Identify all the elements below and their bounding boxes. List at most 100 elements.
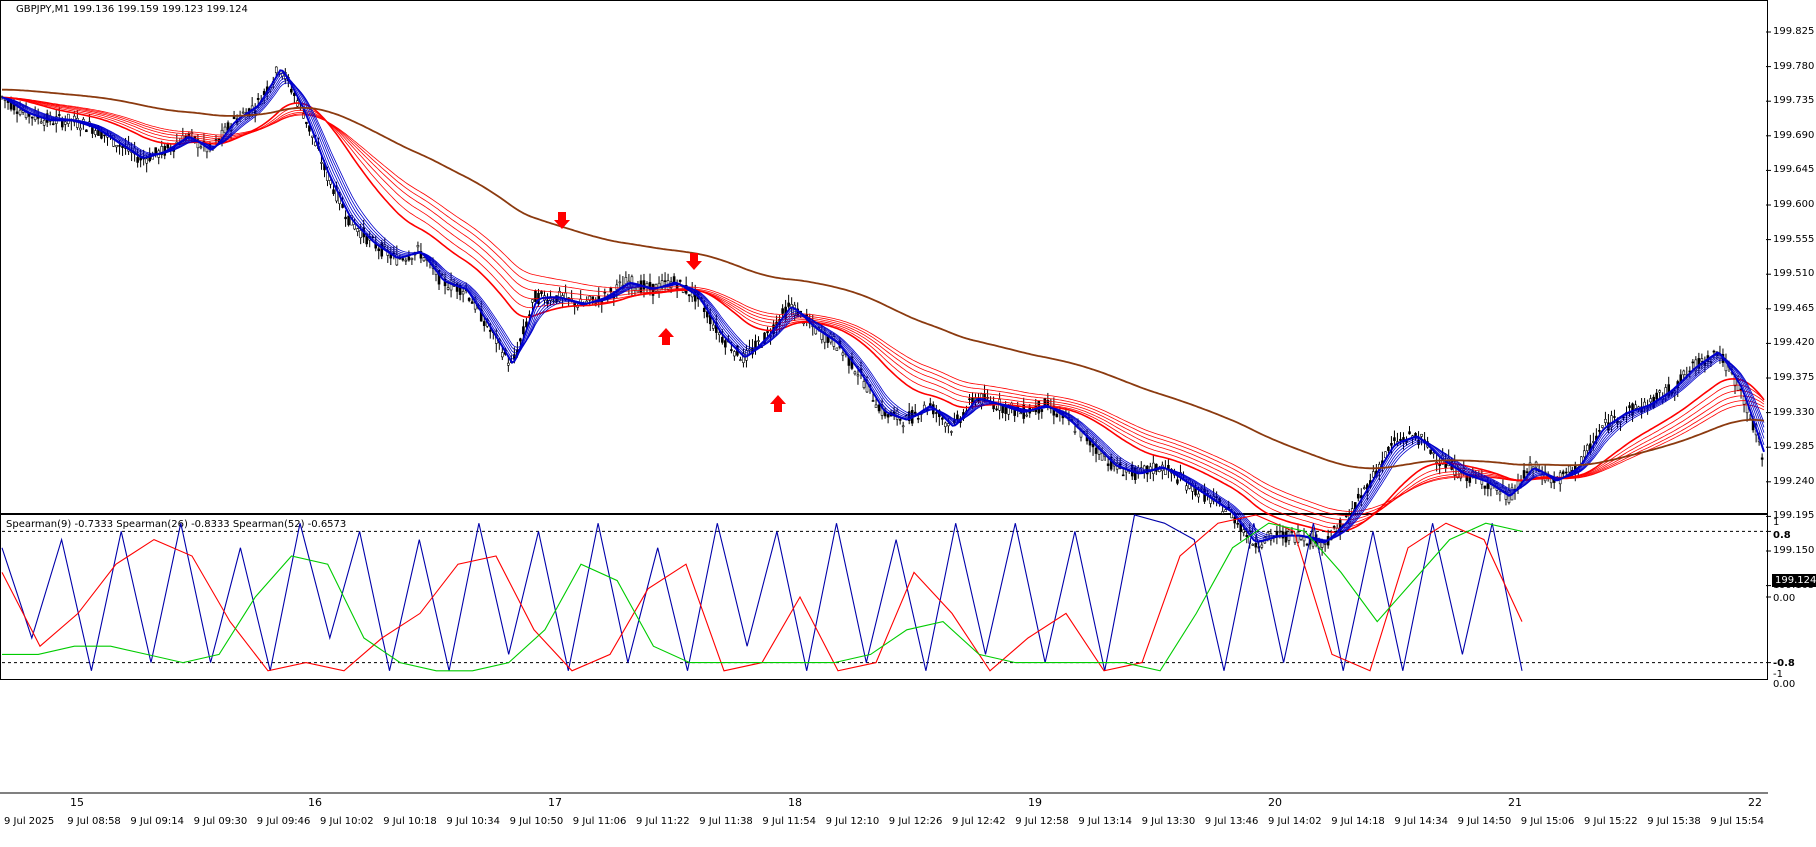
candle-body xyxy=(1284,531,1288,543)
candle-body xyxy=(687,294,691,297)
candle-body xyxy=(528,314,531,317)
candle-body xyxy=(1429,449,1432,454)
long-ema-line xyxy=(2,88,1765,470)
candle-body xyxy=(1456,466,1460,478)
time-label: 9 Jul 09:30 xyxy=(193,816,248,827)
time-label: 9 Jul 11:22 xyxy=(636,816,690,827)
candle-body xyxy=(39,121,43,124)
candle-body xyxy=(1700,358,1704,362)
price-tick-label: 199.150 xyxy=(1773,545,1815,556)
candle-body xyxy=(705,311,709,318)
candle-body xyxy=(1245,535,1249,538)
candle-body xyxy=(1260,544,1264,548)
candle-body xyxy=(1185,485,1188,491)
candle-body xyxy=(633,287,637,291)
chart-title: GBPJPY,M1 199.136 199.159 199.123 199.12… xyxy=(16,4,248,15)
candle-body xyxy=(1760,457,1764,460)
candle-body xyxy=(1586,444,1589,451)
current-price-badge: 199.124 xyxy=(1772,574,1816,587)
candle-body xyxy=(1025,414,1029,417)
candle-body xyxy=(901,425,905,428)
candle-body xyxy=(1109,456,1113,470)
candle-body xyxy=(898,419,902,421)
day-label: 19 xyxy=(1028,796,1042,809)
price-tick-label: 199.420 xyxy=(1773,337,1815,349)
candle-body xyxy=(199,146,203,149)
candle-body xyxy=(950,431,953,433)
candle-body xyxy=(18,109,22,115)
candle-body xyxy=(1296,531,1300,543)
day-label: 18 xyxy=(788,796,802,809)
candle-body xyxy=(739,359,742,361)
candle-body xyxy=(766,331,769,334)
candle-body xyxy=(968,398,971,401)
candle-body xyxy=(519,338,522,342)
day-label: 22 xyxy=(1748,796,1762,809)
candle-body xyxy=(1567,465,1571,473)
candle-body xyxy=(757,340,760,342)
candle-body xyxy=(507,362,510,366)
candle-body xyxy=(790,304,793,308)
candle-body xyxy=(702,307,706,313)
candle-body xyxy=(1363,487,1366,489)
candle-body xyxy=(916,417,920,420)
sell-arrow xyxy=(686,253,702,270)
price-tick-label: 199.375 xyxy=(1773,372,1815,383)
candle-body xyxy=(733,351,736,357)
time-label: 9 Jul 12:58 xyxy=(1015,816,1069,827)
time-label: 9 Jul 15:54 xyxy=(1710,816,1764,827)
time-label: 9 Jul 11:06 xyxy=(572,816,627,827)
candle-body xyxy=(136,157,139,163)
slow-ema-line xyxy=(2,97,1765,516)
candle-body xyxy=(724,340,727,348)
candle-body xyxy=(437,270,441,285)
candle-body xyxy=(1290,531,1294,533)
candle-body xyxy=(311,135,314,138)
candle-body xyxy=(1372,471,1375,478)
candle-body xyxy=(603,291,607,294)
candle-body xyxy=(15,111,19,114)
buy-arrow xyxy=(658,328,674,345)
price-tick-label: 199.825 xyxy=(1773,26,1815,37)
candle-body xyxy=(79,127,82,131)
candle-body xyxy=(874,404,878,408)
time-label: 9 Jul 10:18 xyxy=(383,816,437,827)
candle-body xyxy=(1094,447,1098,454)
candle-body xyxy=(1525,471,1529,473)
candle-body xyxy=(588,295,592,301)
candle-body xyxy=(531,299,534,303)
time-label: 9 Jul 11:38 xyxy=(699,816,753,827)
candle-body xyxy=(160,146,164,156)
candle-body xyxy=(1604,418,1607,423)
candle-body xyxy=(73,115,76,123)
candle-body xyxy=(721,337,724,343)
candle-body xyxy=(359,230,362,239)
candle-body xyxy=(1694,359,1698,372)
slow-ema-line xyxy=(2,97,1765,525)
candle-body xyxy=(145,158,148,164)
fast-ema-line xyxy=(1,77,1765,542)
time-label: 9 Jul 15:22 xyxy=(1584,816,1638,827)
price-tick-label: 199.555 xyxy=(1773,233,1815,245)
candle-body xyxy=(609,287,613,293)
day-label: 15 xyxy=(70,796,84,809)
candle-body xyxy=(730,349,733,352)
candle-body xyxy=(1628,405,1631,409)
candle-body xyxy=(30,116,34,119)
candle-body xyxy=(1432,452,1435,455)
candle-body xyxy=(995,408,998,411)
price-tick-label: 199.600 xyxy=(1773,199,1815,210)
candle-body xyxy=(488,329,492,332)
candle-body xyxy=(305,121,308,125)
candle-body xyxy=(1658,390,1661,393)
price-tick-label: 199.195 xyxy=(1773,510,1815,522)
time-label: 9 Jul 15:06 xyxy=(1520,816,1575,827)
candle-body xyxy=(1420,433,1423,437)
ind-axis-m08: -0.8 xyxy=(1773,658,1795,669)
candle-body xyxy=(1176,479,1179,484)
candle-body xyxy=(856,374,860,377)
candle-body xyxy=(1384,451,1387,459)
candle-body xyxy=(446,287,450,290)
candle-body xyxy=(1197,493,1200,498)
